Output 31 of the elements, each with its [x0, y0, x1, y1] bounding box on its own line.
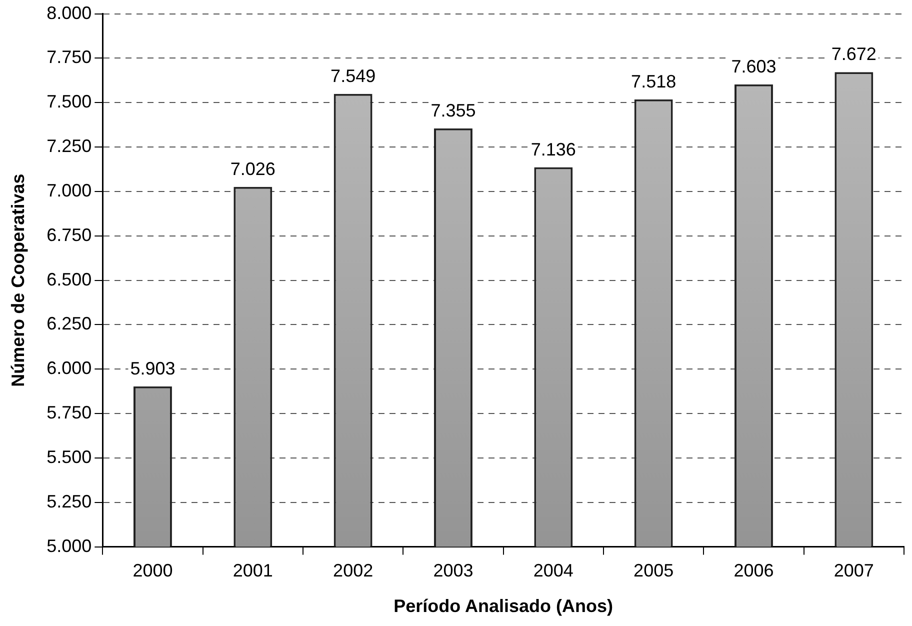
- x-tick-label: 2005: [634, 560, 674, 581]
- y-tick-label: 6.000: [46, 358, 92, 378]
- y-axis-title: Número de Cooperativas: [8, 174, 28, 387]
- y-tick-label: 7.750: [46, 47, 92, 68]
- data-label: 7.136: [530, 139, 576, 160]
- x-tick-label: 2007: [834, 560, 874, 581]
- y-tick-label: 7.500: [46, 92, 92, 112]
- x-tick-label: 2002: [333, 560, 374, 581]
- data-label: 5.903: [130, 358, 176, 378]
- data-label: 7.672: [831, 44, 876, 64]
- y-tick-label: 6.750: [46, 224, 92, 245]
- x-tick-label: 2006: [734, 560, 774, 581]
- y-tick-label: 7.250: [46, 136, 92, 156]
- data-label: 7.355: [430, 100, 476, 120]
- data-label: 7.549: [330, 66, 376, 86]
- y-tick-label: 5.000: [46, 536, 92, 556]
- y-tick-label: 6.500: [46, 269, 92, 290]
- x-tick-label: 2004: [533, 560, 574, 581]
- data-label: 7.603: [731, 56, 776, 76]
- data-label: 7.026: [230, 158, 276, 179]
- y-tick-label: 5.500: [46, 446, 92, 467]
- x-tick-label: 2000: [132, 560, 173, 581]
- x-axis-title: Período Analisado (Anos): [394, 596, 613, 616]
- y-tick-label: 5.750: [46, 402, 92, 423]
- x-tick-label: 2001: [232, 560, 273, 581]
- data-label: 7.518: [631, 71, 676, 92]
- x-tick-label: 2003: [433, 560, 474, 581]
- y-tick-label: 5.250: [46, 491, 92, 512]
- y-tick-label: 6.250: [46, 314, 92, 334]
- y-tick-label: 8.000: [46, 2, 92, 23]
- y-tick-label: 7.000: [46, 180, 92, 200]
